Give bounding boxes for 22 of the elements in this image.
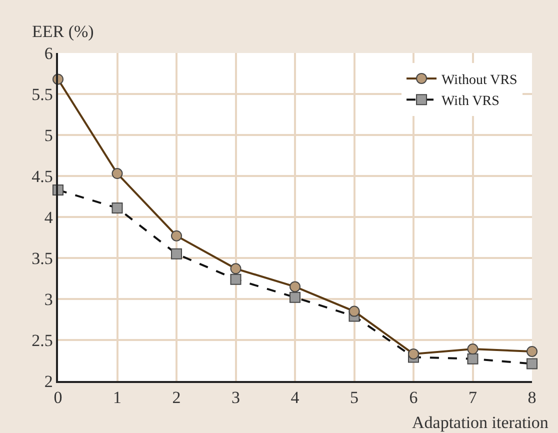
y-tick-label: 3 <box>44 290 53 309</box>
x-tick-label: 2 <box>172 388 181 408</box>
x-tick-label: 5 <box>350 388 358 408</box>
y-tick-label: 4 <box>44 208 54 227</box>
y-tick-label: 5.5 <box>32 84 53 104</box>
x-tick-label: 0 <box>54 388 62 408</box>
x-tick-label: 4 <box>290 388 300 408</box>
x-tick-label: 7 <box>468 388 478 408</box>
y-tick-label: 5 <box>44 126 53 145</box>
y-tick-label: 2.5 <box>32 330 53 350</box>
y-tick-label: 3.5 <box>32 248 53 268</box>
y-tick-label: 2 <box>44 372 53 391</box>
x-tick-label: 8 <box>528 388 536 408</box>
legend-label: Without VRS <box>442 72 518 88</box>
y-tick-label: 4.5 <box>32 166 53 186</box>
x-axis-title: Adaptation iteration <box>412 413 549 432</box>
x-tick-label: 1 <box>113 388 122 408</box>
x-tick-label: 3 <box>232 388 240 408</box>
y-tick-label: 6 <box>44 44 53 63</box>
x-tick-label: 6 <box>409 388 418 408</box>
legend-label: With VRS <box>442 94 500 110</box>
y-axis-title: EER (%) <box>32 22 94 41</box>
